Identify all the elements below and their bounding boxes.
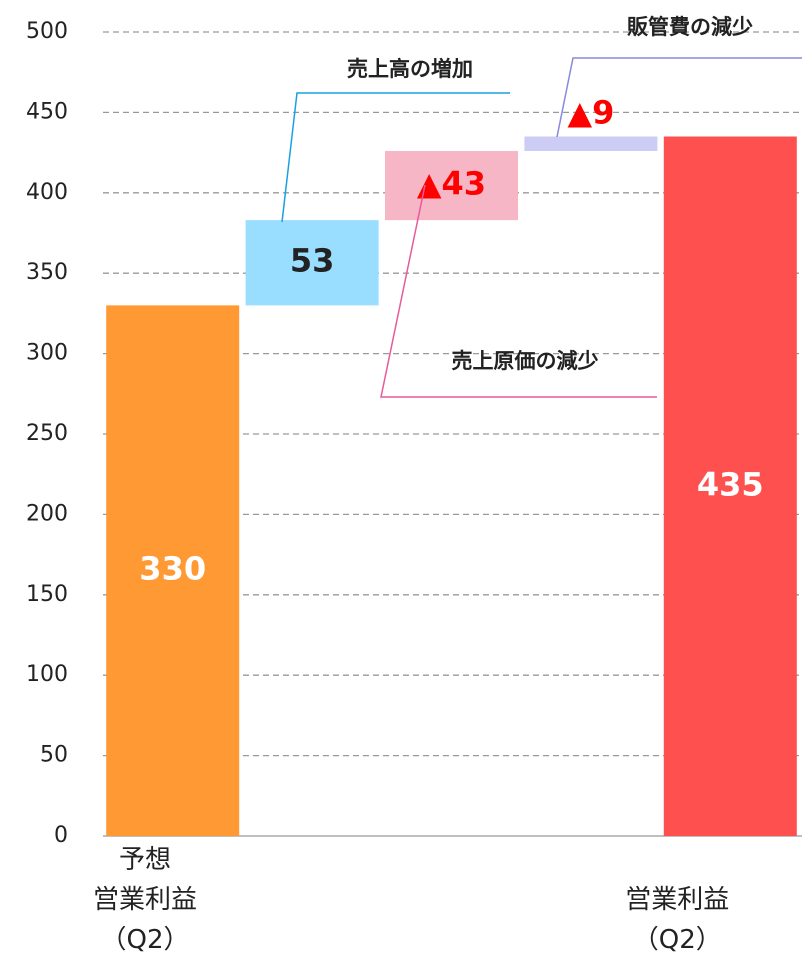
value-label: ▲9 bbox=[567, 94, 614, 132]
bar bbox=[245, 220, 379, 306]
value-label: 330 bbox=[139, 550, 206, 588]
bars: 330 53 ▲43 ▲9 435 bbox=[106, 94, 797, 836]
bar bbox=[663, 136, 797, 836]
y-tick-label: 200 bbox=[26, 501, 68, 526]
x-tick-label: 営業利益 （Q2） bbox=[625, 885, 730, 955]
y-tick-label: 350 bbox=[26, 260, 68, 285]
leader-line bbox=[281, 92, 510, 223]
value-label: 435 bbox=[697, 465, 764, 503]
annotation: 売上高の増加 bbox=[347, 57, 473, 81]
annotation: 売上原価の減少 bbox=[452, 349, 599, 373]
bar bbox=[524, 136, 658, 151]
x-tick-label: 予想 営業利益 （Q2） bbox=[92, 845, 197, 955]
y-tick-label: 0 bbox=[54, 823, 68, 848]
leader-line bbox=[380, 184, 657, 398]
value-label: 53 bbox=[290, 242, 335, 280]
bar bbox=[106, 305, 240, 836]
y-tick-label: 400 bbox=[26, 180, 68, 205]
y-tick-label: 500 bbox=[26, 19, 68, 44]
value-label: ▲43 bbox=[417, 165, 486, 203]
y-tick-label: 450 bbox=[26, 99, 68, 124]
annotation: 販管費の減少 bbox=[627, 15, 753, 39]
leader-line bbox=[556, 57, 802, 138]
y-tick-label: 150 bbox=[26, 582, 68, 607]
y-tick-label: 100 bbox=[26, 662, 68, 687]
y-tick-label: 300 bbox=[26, 341, 68, 366]
y-tick-label: 250 bbox=[26, 421, 68, 446]
bar bbox=[385, 150, 518, 221]
y-tick-label: 50 bbox=[40, 743, 68, 768]
